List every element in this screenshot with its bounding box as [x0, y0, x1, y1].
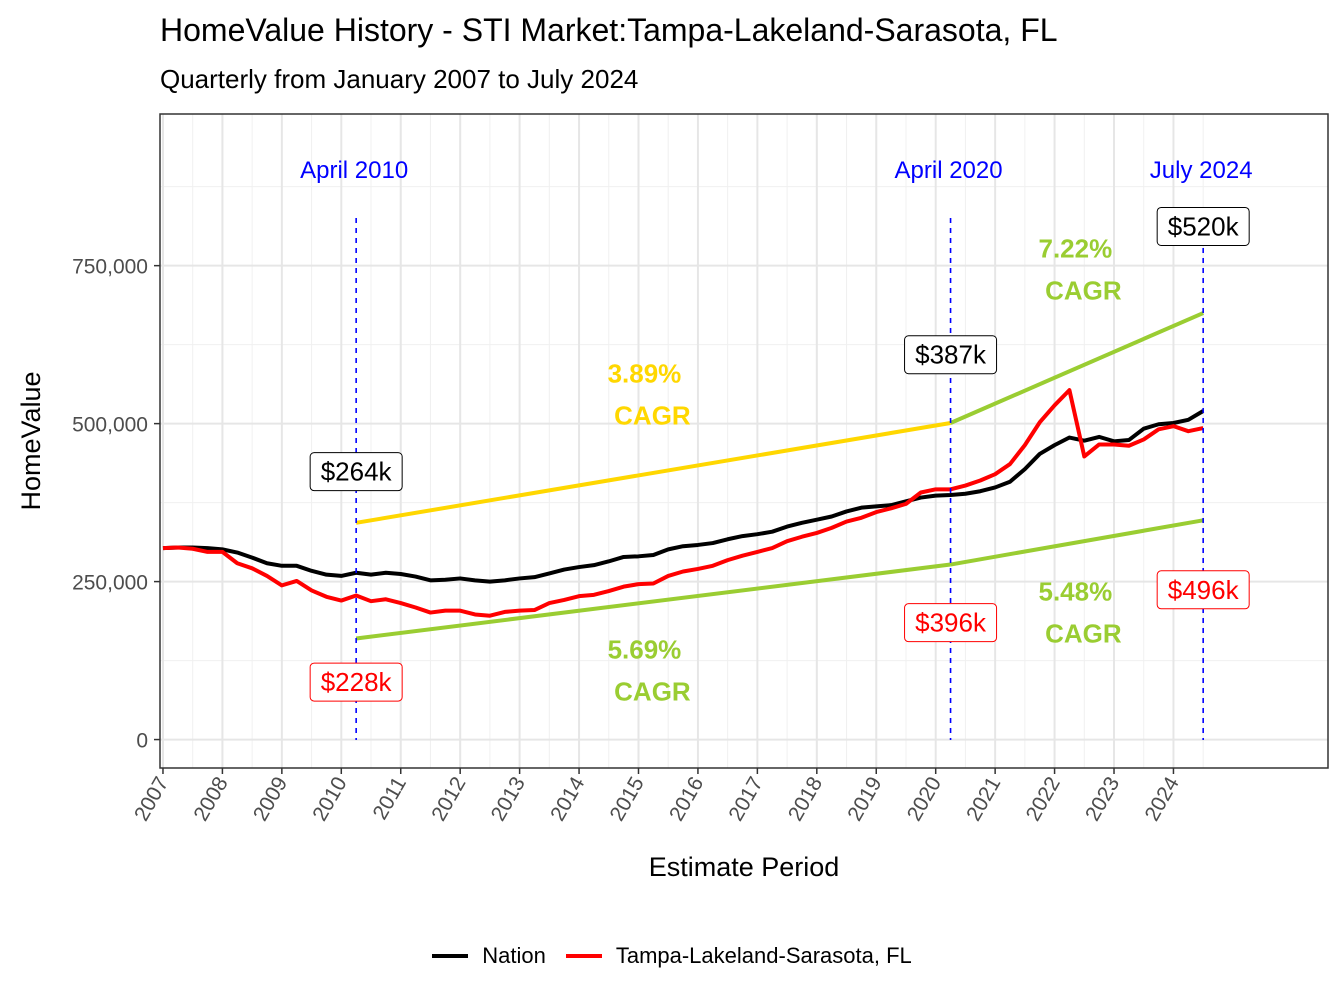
x-tick-label: 2014	[546, 773, 589, 825]
value-label: $396k	[915, 608, 987, 638]
legend-item-tampa: Tampa-Lakeland-Sarasota, FL	[565, 943, 912, 969]
legend-swatch-tampa	[565, 954, 602, 958]
x-tick-label: 2021	[962, 773, 1005, 825]
y-tick-label: 500,000	[72, 414, 148, 437]
x-tick-label: 2010	[308, 773, 351, 825]
value-label: $520k	[1168, 211, 1240, 241]
cagr-label-pct: 3.89%	[608, 359, 682, 389]
chart-canvas: April 2010 April 2020 July 2024 3.89% CAGR 7.…	[16, 113, 1329, 882]
value-label-box	[904, 335, 998, 375]
cagr-label-word: CAGR	[1045, 619, 1122, 649]
value-label: $228k	[321, 667, 393, 697]
y-tick-label: 250,000	[72, 572, 148, 595]
x-tick-label: 2009	[249, 773, 292, 825]
value-label: $387k	[915, 340, 987, 370]
cagr-label-pct: 5.48%	[1039, 577, 1113, 607]
x-tick-label: 2022	[1022, 773, 1065, 825]
y-tick-label: 0	[136, 730, 148, 753]
x-tick-label: 2008	[189, 773, 232, 825]
y-axis-title: HomeValue	[16, 371, 46, 510]
chart-subtitle: Quarterly from January 2007 to July 2024	[160, 64, 639, 94]
value-label-box	[1156, 570, 1250, 610]
x-tick-label: 2016	[665, 773, 708, 825]
plot-border	[159, 113, 1329, 769]
x-tick-label: 2013	[487, 773, 530, 825]
x-tick-label: 2017	[724, 773, 767, 825]
legend-item-nation: Nation	[432, 943, 546, 969]
cagr-label-pct: 7.22%	[1039, 233, 1113, 263]
value-label-box	[309, 452, 403, 492]
x-tick-label: 2007	[130, 773, 173, 825]
trend-line-5-48-cagr-tampa-2020-2024	[950, 518, 1204, 567]
legend: Nation Tampa-Lakeland-Sarasota, FL	[0, 936, 1344, 976]
series-line-nation	[162, 409, 1205, 584]
gridlines	[160, 114, 1328, 768]
vline-label-april-2010: April 2010	[300, 157, 408, 184]
trend-line-3-89-cagr-nation-2010-2020	[355, 421, 951, 525]
chart-title: HomeValue History - STI Market:Tampa-Lak…	[160, 12, 1058, 48]
value-label: $496k	[1168, 575, 1240, 605]
plot-panel	[160, 114, 1328, 768]
value-label-box	[904, 603, 998, 643]
series-line-tampa-lakeland-sarasota-fl	[162, 388, 1204, 618]
x-tick-label: 2011	[369, 773, 412, 824]
cagr-label-word: CAGR	[1045, 275, 1122, 305]
cagr-label-word: CAGR	[614, 677, 691, 707]
x-tick-label: 2019	[843, 773, 886, 825]
x-tick-label: 2015	[606, 773, 649, 825]
x-tick-label: 2023	[1081, 773, 1124, 825]
x-tick-label: 2020	[903, 773, 946, 825]
x-tick-label: 2018	[784, 773, 827, 825]
x-axis-title: Estimate Period	[649, 852, 840, 882]
x-tick-label: 2024	[1141, 773, 1184, 825]
cagr-label-word: CAGR	[614, 401, 691, 431]
trend-line-7-22-cagr-nation-2020-2024	[949, 311, 1204, 425]
vline-label-april-2020: April 2020	[895, 157, 1003, 184]
value-label-box	[1156, 206, 1250, 246]
legend-label-tampa: Tampa-Lakeland-Sarasota, FL	[615, 943, 912, 968]
x-tick-label: 2012	[427, 773, 470, 825]
value-label-box	[309, 662, 403, 702]
cagr-label-pct: 5.69%	[608, 635, 682, 665]
y-tick-label: 750,000	[72, 256, 148, 279]
trend-line-5-69-cagr-tampa-2010-2020	[355, 562, 951, 641]
value-label: $264k	[321, 457, 393, 487]
vline-label-july-2024: July 2024	[1150, 157, 1253, 184]
legend-swatch-nation	[432, 954, 469, 958]
legend-label-nation: Nation	[482, 943, 546, 968]
